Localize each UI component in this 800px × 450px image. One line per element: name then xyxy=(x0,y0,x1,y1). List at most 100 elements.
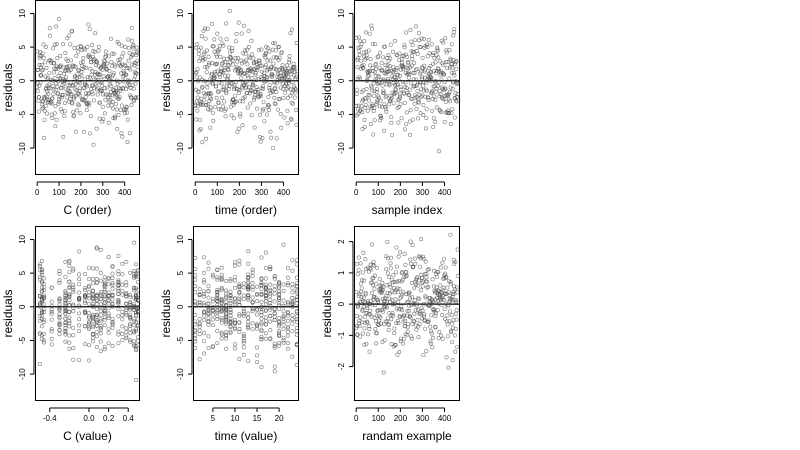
data-point xyxy=(39,279,44,284)
data-point xyxy=(134,320,139,325)
data-point xyxy=(57,312,62,317)
data-point xyxy=(370,65,375,70)
data-point xyxy=(232,278,237,283)
x-tick-label: 0 xyxy=(193,188,198,197)
data-point xyxy=(224,319,229,324)
data-point xyxy=(39,73,44,78)
data-point xyxy=(90,325,95,330)
data-point xyxy=(110,321,115,326)
data-point xyxy=(116,279,121,284)
data-point xyxy=(364,311,369,316)
data-point xyxy=(454,82,459,87)
data-point xyxy=(355,56,360,61)
data-point xyxy=(221,43,226,48)
data-point xyxy=(372,273,377,278)
data-point xyxy=(358,315,363,320)
data-point xyxy=(86,277,91,282)
data-point xyxy=(257,58,262,63)
data-point xyxy=(128,301,133,306)
data-point xyxy=(206,346,211,351)
data-point xyxy=(202,98,207,103)
data-point xyxy=(63,339,68,344)
data-point xyxy=(250,307,255,312)
data-point xyxy=(200,84,205,89)
data-point xyxy=(386,76,391,81)
data-point xyxy=(226,63,231,68)
data-point xyxy=(291,61,296,66)
data-point xyxy=(294,40,299,45)
data-point xyxy=(281,315,286,320)
x-tick-label: 20 xyxy=(275,414,284,423)
data-point xyxy=(433,325,438,330)
data-point xyxy=(380,68,385,73)
data-point xyxy=(287,54,292,59)
data-point xyxy=(58,63,63,68)
data-point xyxy=(77,303,82,308)
data-point xyxy=(39,258,44,263)
data-point xyxy=(393,343,398,348)
data-point xyxy=(408,239,413,244)
data-point xyxy=(250,327,255,332)
data-point xyxy=(248,101,253,106)
data-point xyxy=(246,75,251,80)
data-point xyxy=(259,329,264,334)
data-point xyxy=(202,292,207,297)
data-point xyxy=(197,75,202,80)
data-point xyxy=(400,308,405,313)
data-point xyxy=(264,63,269,68)
data-point xyxy=(237,90,242,95)
data-point xyxy=(63,274,68,279)
data-point xyxy=(206,260,211,265)
data-point xyxy=(277,279,282,284)
data-point xyxy=(250,284,255,289)
data-point xyxy=(56,73,61,78)
data-point xyxy=(120,313,125,318)
data-point xyxy=(227,8,232,13)
data-point xyxy=(259,292,264,297)
x-tick-label: 200 xyxy=(233,188,247,197)
data-point xyxy=(435,48,440,53)
data-point xyxy=(404,273,409,278)
data-point xyxy=(269,135,274,140)
data-point xyxy=(281,95,286,100)
data-point xyxy=(136,271,141,276)
data-point xyxy=(277,297,282,302)
data-point xyxy=(232,326,237,331)
data-point xyxy=(67,324,72,329)
data-point xyxy=(193,299,198,304)
data-point xyxy=(126,58,131,63)
data-point xyxy=(71,285,76,290)
data-point xyxy=(370,88,375,93)
data-point xyxy=(419,306,424,311)
data-point xyxy=(249,38,254,43)
data-point xyxy=(106,54,111,59)
data-point xyxy=(423,295,428,300)
data-point xyxy=(273,102,278,107)
data-point xyxy=(116,341,121,346)
data-point xyxy=(210,307,215,312)
data-point xyxy=(434,274,439,279)
y-tick-label: 10 xyxy=(176,8,185,17)
data-point xyxy=(196,90,201,95)
data-point xyxy=(363,257,368,262)
data-point xyxy=(71,113,76,118)
data-point xyxy=(426,95,431,100)
data-point xyxy=(202,318,207,323)
data-point xyxy=(385,290,390,295)
data-point xyxy=(294,288,299,293)
data-point xyxy=(193,312,198,317)
y-tick-label: -10 xyxy=(176,142,185,154)
data-point xyxy=(94,320,99,325)
data-point xyxy=(39,285,44,290)
data-point xyxy=(39,62,44,67)
data-point xyxy=(354,290,359,295)
data-point xyxy=(251,97,256,102)
data-point xyxy=(120,282,125,287)
data-point xyxy=(60,109,65,114)
data-point xyxy=(272,291,277,296)
data-point xyxy=(439,333,444,338)
data-point xyxy=(398,67,403,72)
data-point xyxy=(399,304,404,309)
data-point xyxy=(447,90,452,95)
